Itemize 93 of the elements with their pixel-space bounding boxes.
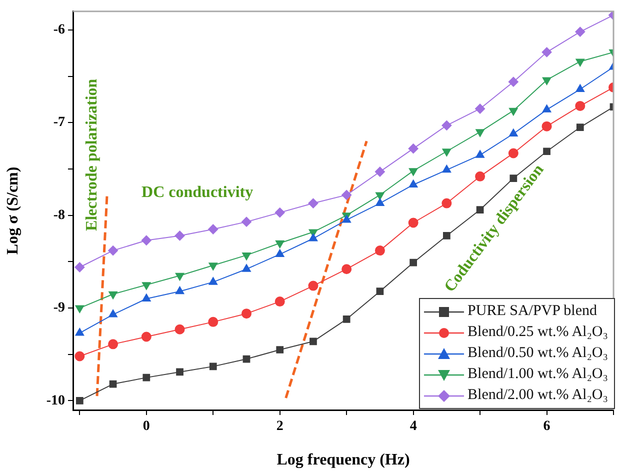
- y-tick-label: -9: [53, 300, 65, 316]
- point: [208, 262, 218, 270]
- point: [142, 374, 150, 382]
- point: [274, 208, 285, 218]
- point: [242, 264, 251, 272]
- point: [408, 218, 418, 228]
- y-tick-label: -6: [53, 22, 65, 38]
- point: [542, 47, 552, 58]
- point: [241, 308, 252, 319]
- point: [310, 338, 317, 346]
- point: [543, 148, 550, 156]
- point: [242, 355, 250, 363]
- point: [408, 144, 418, 154]
- point: [542, 104, 552, 112]
- point: [108, 310, 118, 318]
- point: [308, 198, 318, 208]
- point: [174, 230, 185, 241]
- point: [576, 124, 584, 131]
- point: [208, 277, 218, 285]
- point: [576, 84, 585, 92]
- point: [442, 120, 452, 130]
- point: [209, 362, 217, 370]
- legend-label: Blend/2.00 wt.% Al₂O₃: [468, 387, 608, 404]
- point: [342, 190, 352, 200]
- point: [176, 368, 184, 376]
- legend-label: Blend/1.00 wt.% Al₂O₃: [468, 366, 608, 383]
- point: [475, 104, 486, 114]
- point: [476, 129, 484, 137]
- y-tick-label: -7: [53, 115, 65, 130]
- annotation: Electrode polarization: [84, 78, 101, 231]
- point: [376, 192, 384, 200]
- point: [108, 291, 118, 300]
- point: [575, 26, 586, 37]
- point: [275, 249, 284, 258]
- point: [476, 206, 484, 214]
- point: [408, 168, 418, 176]
- point: [241, 216, 252, 227]
- point: [576, 58, 585, 66]
- point: [376, 288, 384, 296]
- point: [509, 128, 518, 137]
- point: [342, 264, 352, 274]
- point: [374, 246, 385, 256]
- x-tick-label: 4: [410, 419, 417, 434]
- point: [175, 272, 184, 281]
- point: [374, 166, 385, 177]
- point: [410, 258, 417, 266]
- point: [175, 286, 184, 294]
- point: [508, 76, 518, 87]
- x-axis-title: Log frequency (Hz): [276, 452, 410, 469]
- point: [542, 121, 552, 132]
- x-tick-label: 6: [543, 419, 550, 434]
- x-tick-label: 2: [276, 419, 284, 434]
- point: [509, 108, 518, 116]
- point: [476, 150, 484, 158]
- point: [142, 294, 151, 302]
- point: [142, 282, 151, 290]
- point: [275, 240, 284, 248]
- annotation: DC conductivity: [142, 184, 254, 201]
- y-tick-label: -10: [46, 393, 65, 408]
- point: [74, 351, 85, 362]
- point: [308, 234, 318, 242]
- point: [508, 148, 518, 158]
- point: [408, 180, 418, 188]
- point: [442, 164, 452, 173]
- legend-label: Blend/0.25 wt.% Al₂O₃: [468, 324, 608, 341]
- point: [141, 235, 152, 246]
- point: [575, 100, 586, 111]
- point: [208, 316, 218, 327]
- legend-label: PURE SA/PVP blend: [468, 303, 598, 320]
- point: [76, 397, 84, 404]
- point: [376, 198, 384, 206]
- y-tick-label: -8: [53, 208, 65, 223]
- point: [109, 380, 117, 388]
- point: [442, 198, 452, 208]
- point: [174, 324, 185, 334]
- point: [342, 315, 350, 323]
- point: [276, 346, 284, 354]
- point: [242, 252, 251, 260]
- x-tick-label: 0: [142, 419, 150, 434]
- point: [208, 224, 218, 234]
- y-axis-title: Log σ (S/cm): [4, 166, 22, 255]
- point: [542, 77, 552, 85]
- point: [308, 280, 318, 291]
- point: [75, 328, 84, 336]
- point: [274, 296, 285, 307]
- point: [108, 246, 118, 256]
- point: [475, 171, 486, 182]
- point: [442, 148, 452, 156]
- legend-label: Blend/0.50 wt.% Al₂O₃: [468, 345, 608, 362]
- point: [141, 332, 152, 342]
- point: [75, 305, 84, 314]
- point: [108, 339, 118, 350]
- point: [74, 262, 85, 272]
